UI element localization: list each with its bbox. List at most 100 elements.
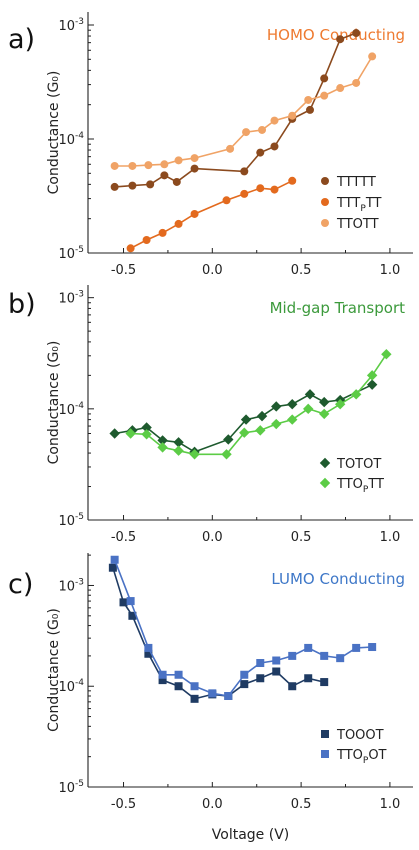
data-point <box>110 555 119 564</box>
x-tick-label: -0.5 <box>111 530 136 545</box>
series-2 <box>110 555 377 700</box>
data-point <box>319 396 330 408</box>
data-point <box>368 52 377 61</box>
data-point <box>305 105 314 114</box>
legend-label: TOOOT <box>336 728 384 743</box>
series-line <box>130 180 293 250</box>
data-point <box>144 161 153 170</box>
data-point <box>320 74 329 83</box>
data-point <box>288 111 297 120</box>
legend-marker <box>321 750 329 758</box>
data-point <box>190 694 199 703</box>
data-point <box>336 84 345 93</box>
legend-marker <box>321 198 329 206</box>
data-point <box>158 670 167 679</box>
data-point <box>144 643 153 652</box>
data-point <box>242 128 251 137</box>
data-point <box>256 184 265 193</box>
y-tick-label: 10-5 <box>58 512 84 529</box>
y-axis-label: Conductance (G₀) <box>46 71 62 195</box>
x-tick-label: 0.0 <box>202 797 223 812</box>
chart-title: Mid-gap Transport <box>270 299 406 317</box>
data-point <box>239 427 250 438</box>
series-2 <box>125 349 392 460</box>
data-point <box>366 370 378 381</box>
legend-marker <box>321 730 329 738</box>
y-tick-label: 10-4 <box>58 678 84 695</box>
legend: TOTOT TTOPTT <box>319 457 384 495</box>
data-point <box>271 401 282 412</box>
data-point <box>336 654 345 663</box>
y-tick-label: 10-5 <box>58 245 84 262</box>
legend-label: TTOTT <box>336 217 379 232</box>
data-point <box>352 29 361 38</box>
chart-panel-3: c) 10-5 10-4 10-3 -0.5 0.0 0.5 1.0 Conductance (… <box>8 553 413 843</box>
data-point <box>110 161 119 170</box>
data-point <box>142 236 151 245</box>
data-point <box>319 408 330 420</box>
data-point <box>320 678 329 687</box>
data-point <box>224 691 233 700</box>
panel-letter: a) <box>8 24 35 55</box>
x-tick-label: -0.5 <box>111 263 136 278</box>
data-point <box>157 435 168 446</box>
data-point <box>256 674 265 683</box>
data-point <box>288 176 297 185</box>
data-point <box>144 649 153 658</box>
x-tick-label: -0.5 <box>111 797 136 812</box>
data-point <box>158 228 167 237</box>
series-1 <box>109 379 378 458</box>
y-tick-label: 10-3 <box>58 17 84 34</box>
data-point <box>368 643 377 652</box>
data-point <box>287 414 298 425</box>
data-point <box>270 185 279 194</box>
data-point <box>336 35 345 44</box>
data-point <box>272 667 281 676</box>
data-point <box>240 414 252 425</box>
x-tick-label: 0.5 <box>291 263 312 278</box>
data-point <box>240 680 249 689</box>
y-tick-label: 10-3 <box>58 577 84 594</box>
data-point <box>190 164 199 173</box>
data-point <box>223 434 234 445</box>
data-point <box>381 349 392 360</box>
legend-label: TTOPTT <box>336 477 384 495</box>
x-tick-label: 1.0 <box>380 797 401 812</box>
y-tick-label: 10-5 <box>58 779 84 796</box>
data-point <box>304 389 316 400</box>
data-point <box>240 189 249 198</box>
panel-letter: b) <box>8 289 36 320</box>
data-point <box>272 656 281 665</box>
legend-marker <box>321 219 329 227</box>
series-3 <box>110 52 377 170</box>
y-axis-label: Conductance (G₀) <box>46 341 62 465</box>
data-point <box>172 177 181 186</box>
legend-label: TTTPTT <box>336 196 382 214</box>
x-tick-label: 1.0 <box>380 263 401 278</box>
data-point <box>126 244 135 253</box>
data-point <box>304 95 313 104</box>
data-point <box>256 659 265 668</box>
data-point <box>320 651 329 660</box>
data-point <box>157 442 168 453</box>
data-point <box>304 643 313 652</box>
data-point <box>304 674 313 683</box>
x-tick-label: 1.0 <box>380 530 401 545</box>
data-point <box>190 154 199 163</box>
chart-title: LUMO Conducting <box>271 570 405 588</box>
x-tick-label: 0.0 <box>202 263 223 278</box>
data-point <box>119 598 128 607</box>
data-point <box>226 144 235 153</box>
data-point <box>174 156 183 165</box>
data-point <box>303 403 314 415</box>
data-point <box>141 422 152 433</box>
legend-marker <box>321 177 329 185</box>
y-tick-label: 10-4 <box>58 131 84 148</box>
data-point <box>160 171 169 180</box>
data-point <box>173 445 184 456</box>
data-point <box>174 682 183 691</box>
data-point <box>287 399 298 410</box>
data-point <box>256 148 265 157</box>
data-point <box>110 182 119 191</box>
